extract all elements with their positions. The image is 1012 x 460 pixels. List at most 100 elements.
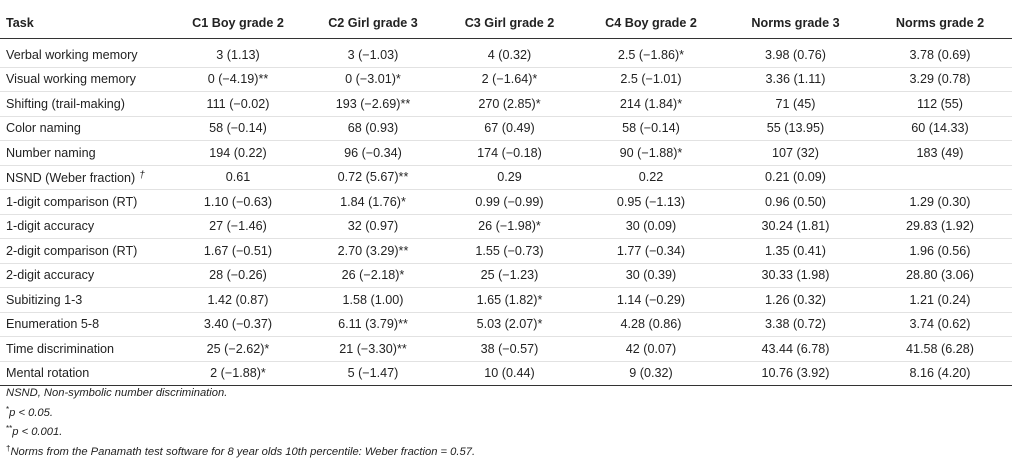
header-row: Task C1 Boy grade 2 C2 Girl grade 3 C3 G…: [0, 8, 1012, 39]
value-cell: 107 (32): [723, 141, 868, 166]
value-cell: 174 (−0.18): [440, 141, 579, 166]
value-text: 3.78 (0.69): [910, 48, 971, 62]
task-cell: 2-digit comparison (RT): [0, 239, 170, 264]
value-text: 1.58 (1.00): [343, 293, 404, 307]
task-cell: Number naming: [0, 141, 170, 166]
value-text: 0 (−3.01)*: [345, 72, 401, 86]
value-cell: 96 (−0.34): [306, 141, 440, 166]
value-cell: 32 (0.97): [306, 214, 440, 239]
value-cell: 3 (1.13): [170, 39, 306, 68]
value-cell: 1.14 (−0.29): [579, 288, 723, 313]
task-cell: 1-digit comparison (RT): [0, 190, 170, 215]
column-header: Norms grade 2: [868, 8, 1012, 39]
value-cell: 0.61: [170, 165, 306, 190]
value-text: 107 (32): [772, 146, 819, 160]
value-cell: 3.98 (0.76): [723, 39, 868, 68]
value-text: 1.14 (−0.29): [617, 293, 685, 307]
value-cell: 1.65 (1.82)*: [440, 288, 579, 313]
value-cell: 2 (−1.88)*: [170, 361, 306, 386]
value-cell: 26 (−2.18)*: [306, 263, 440, 288]
value-cell: 43.44 (6.78): [723, 337, 868, 362]
value-text: 90 (−1.88)*: [620, 146, 683, 160]
value-cell: 60 (14.33): [868, 116, 1012, 141]
value-cell: 38 (−0.57): [440, 337, 579, 362]
value-text: 9 (0.32): [629, 366, 672, 380]
value-cell: 30 (0.09): [579, 214, 723, 239]
value-text: 6.11 (3.79)**: [338, 317, 408, 331]
value-text: 30 (0.09): [626, 219, 676, 233]
footnote-p001: **p < 0.001.: [6, 421, 1006, 441]
value-cell: 2.5 (−1.01): [579, 67, 723, 92]
column-header: C4 Boy grade 2: [579, 8, 723, 39]
value-cell: 90 (−1.88)*: [579, 141, 723, 166]
value-text: 27 (−1.46): [209, 219, 267, 233]
table-row: 1-digit comparison (RT)1.10 (−0.63)1.84 …: [0, 190, 1012, 215]
task-label: 2-digit accuracy: [6, 268, 94, 282]
value-text: 2 (−1.64)*: [482, 72, 538, 86]
task-label: 1-digit comparison (RT): [6, 195, 137, 209]
value-text: 0.61: [226, 170, 251, 184]
value-text: 5 (−1.47): [348, 366, 399, 380]
value-text: 3.36 (1.11): [766, 72, 826, 86]
value-cell: 68 (0.93): [306, 116, 440, 141]
value-text: 2.5 (−1.01): [620, 72, 681, 86]
value-cell: 30.33 (1.98): [723, 263, 868, 288]
value-text: 5.03 (2.07)*: [477, 317, 543, 331]
value-cell: 1.10 (−0.63): [170, 190, 306, 215]
value-cell: 71 (45): [723, 92, 868, 117]
value-text: 42 (0.07): [626, 342, 676, 356]
value-text: 1.55 (−0.73): [475, 244, 543, 258]
value-text: 1.10 (−0.63): [204, 195, 272, 209]
value-text: 3.98 (0.76): [765, 48, 826, 62]
task-cell: Subitizing 1-3: [0, 288, 170, 313]
value-text: 29.83 (1.92): [906, 219, 974, 233]
value-text: 1.35 (0.41): [765, 244, 826, 258]
value-text: 55 (13.95): [767, 121, 824, 135]
column-header: Norms grade 3: [723, 8, 868, 39]
value-cell: 0.22: [579, 165, 723, 190]
value-cell: 4 (0.32): [440, 39, 579, 68]
value-cell: 1.67 (−0.51): [170, 239, 306, 264]
task-cell: Time discrimination: [0, 337, 170, 362]
value-cell: 111 (−0.02): [170, 92, 306, 117]
value-cell: 5.03 (2.07)*: [440, 312, 579, 337]
value-text: 193 (−2.69)**: [336, 97, 411, 111]
value-cell: 0.72 (5.67)**: [306, 165, 440, 190]
task-label: Enumeration 5-8: [6, 317, 99, 331]
value-text: 183 (49): [917, 146, 964, 160]
value-cell: 0 (−3.01)*: [306, 67, 440, 92]
value-text: 4 (0.32): [488, 48, 531, 62]
task-label: NSND (Weber fraction): [6, 171, 135, 185]
task-label: 2-digit comparison (RT): [6, 244, 137, 258]
value-text: 112 (55): [917, 97, 963, 111]
value-cell: 2.70 (3.29)**: [306, 239, 440, 264]
value-text: 0.21 (0.09): [765, 170, 826, 184]
value-cell: 193 (−2.69)**: [306, 92, 440, 117]
value-cell: 25 (−1.23): [440, 263, 579, 288]
value-cell: 4.28 (0.86): [579, 312, 723, 337]
value-cell: 8.16 (4.20): [868, 361, 1012, 386]
task-label: Shifting (trail-making): [6, 97, 125, 111]
value-text: 67 (0.49): [484, 121, 534, 135]
task-cell: Shifting (trail-making): [0, 92, 170, 117]
table-row: Shifting (trail-making) 111 (−0.02) 193 (−…: [0, 92, 1012, 117]
value-text: 1.96 (0.56): [910, 244, 971, 258]
value-text: 30.33 (1.98): [762, 268, 830, 282]
value-cell: 2.5 (−1.86)*: [579, 39, 723, 68]
value-text: 58 (−0.14): [209, 121, 267, 135]
value-cell: 214 (1.84)*: [579, 92, 723, 117]
value-text: 41.58 (6.28): [906, 342, 974, 356]
value-cell: 270 (2.85)*: [440, 92, 579, 117]
value-text: 1.65 (1.82)*: [477, 293, 543, 307]
value-text: 68 (0.93): [348, 121, 398, 135]
column-header: C2 Girl grade 3: [306, 8, 440, 39]
value-text: 4.28 (0.86): [621, 317, 682, 331]
value-cell: 5 (−1.47): [306, 361, 440, 386]
value-text: 0.95 (−1.13): [617, 195, 685, 209]
value-text: 1.29 (0.30): [910, 195, 971, 209]
value-text: 1.67 (−0.51): [204, 244, 272, 258]
